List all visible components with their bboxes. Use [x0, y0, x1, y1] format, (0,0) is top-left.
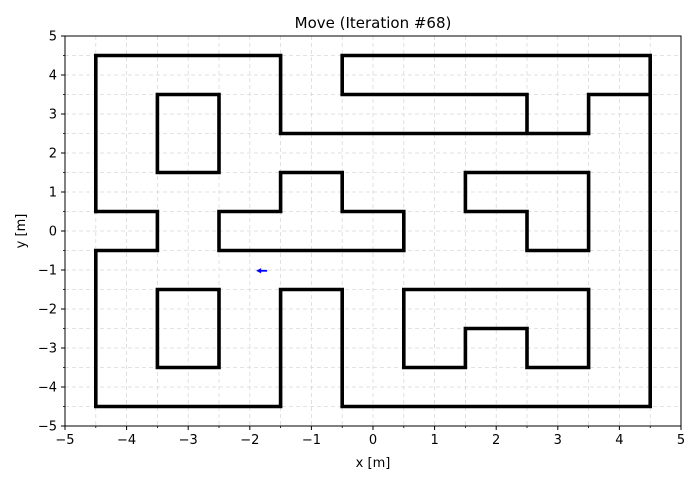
y-tick-label: 0 — [49, 225, 57, 240]
x-tick-label: 5 — [677, 433, 685, 448]
maze-wall-segment — [94, 92, 653, 409]
maze-wall-segment — [401, 287, 591, 370]
y-tick-label: 4 — [49, 69, 57, 84]
maze-walls — [94, 53, 653, 409]
x-tick-label: 3 — [554, 433, 562, 448]
x-tick-label: −5 — [55, 433, 74, 448]
robot-marker-group — [256, 268, 268, 274]
y-tick-label: 2 — [49, 147, 57, 162]
robot-marker — [256, 268, 262, 274]
x-tick-label: −4 — [117, 433, 136, 448]
x-tick-label: 2 — [492, 433, 500, 448]
x-tick-label: −2 — [240, 433, 259, 448]
y-tick-label: −5 — [38, 420, 57, 435]
maze-wall-segment — [155, 92, 221, 175]
chart-title: Move (Iteration #68) — [295, 14, 452, 32]
maze-wall-segment — [217, 170, 406, 253]
y-tick-label: −2 — [38, 303, 57, 318]
y-tick-label: −1 — [38, 264, 57, 279]
y-tick-label: 5 — [49, 30, 57, 45]
x-axis-title: x [m] — [356, 456, 391, 471]
y-axis-title: y [m] — [14, 214, 29, 249]
y-tick-label: −3 — [38, 342, 57, 357]
x-tick-label: −3 — [179, 433, 198, 448]
y-tick-label: 1 — [49, 186, 57, 201]
y-tick-label: −4 — [38, 381, 57, 396]
x-tick-label: 0 — [369, 433, 377, 448]
maze-wall-segment — [94, 53, 653, 214]
x-tick-label: 4 — [615, 433, 623, 448]
maze-wall-segment — [155, 287, 221, 370]
maze-wall-segment — [463, 170, 591, 253]
axis-ticks: −5 −4 −3 −2 −1 0 1 2 3 4 5 −5 −4 −3 −2 −1 0 1 2 3 4 5 — [38, 30, 685, 449]
y-tick-label: 3 — [49, 108, 57, 123]
x-tick-label: 1 — [430, 433, 438, 448]
x-tick-label: −1 — [302, 433, 321, 448]
